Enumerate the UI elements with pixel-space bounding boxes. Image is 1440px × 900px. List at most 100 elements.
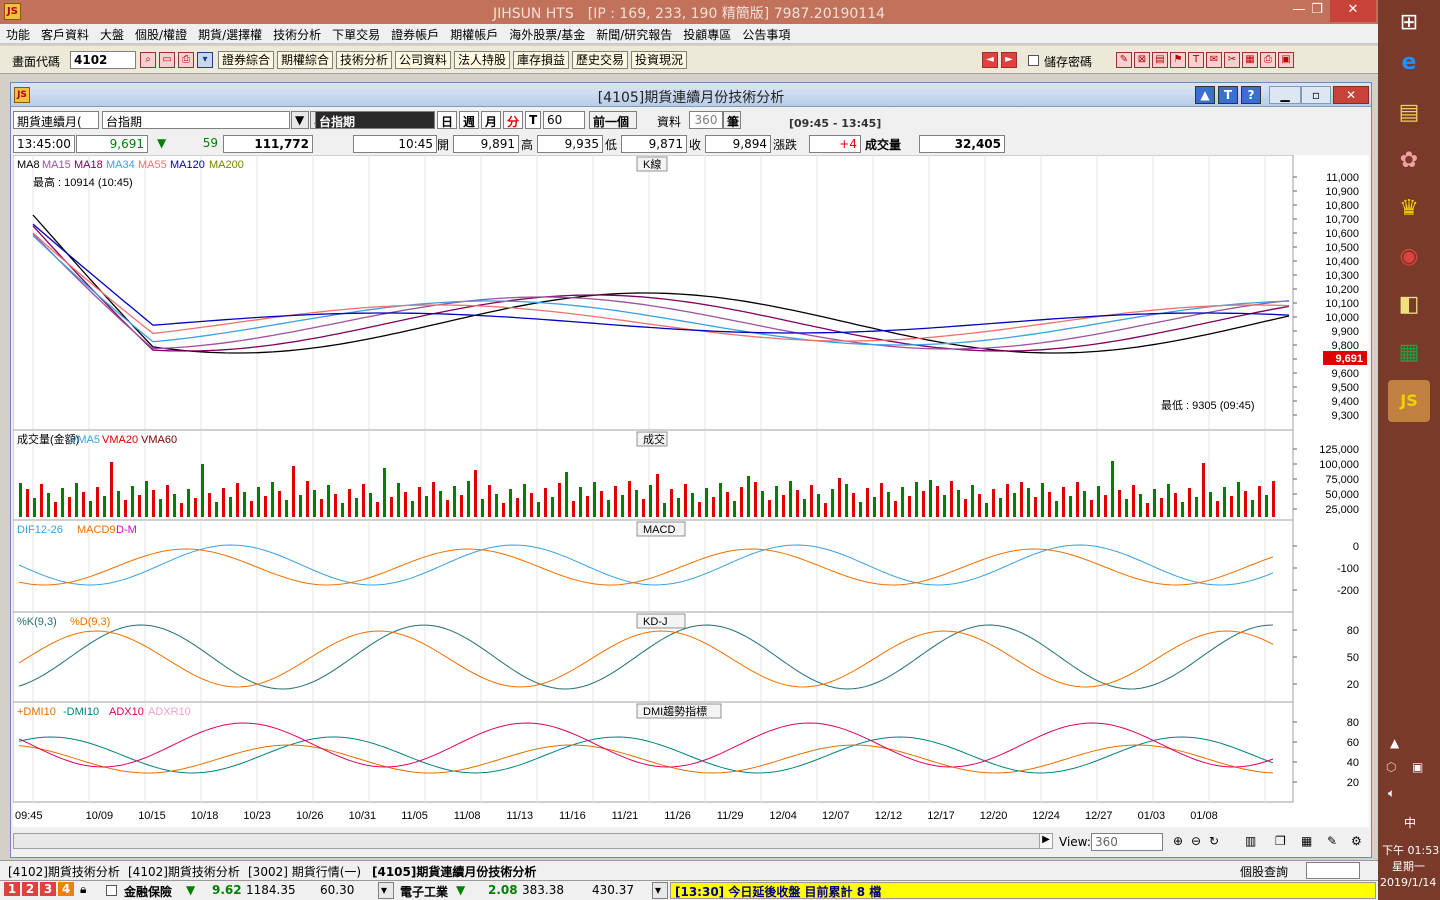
clock-time[interactable]: 下午 01:53: [1382, 844, 1440, 857]
child-close-button[interactable]: ✕: [1333, 86, 1369, 104]
tool-icon[interactable]: ▤: [1152, 52, 1168, 68]
tool-icon[interactable]: ✉: [1206, 52, 1222, 68]
toolbar-button[interactable]: 證券綜合: [218, 51, 275, 69]
technical-chart[interactable]: MA8 MA15 MA18 MA34 MA55 MA120 MA200 K線 11,000 10,…: [12, 154, 1369, 827]
table-icon[interactable]: ▦: [1301, 834, 1313, 848]
period-week-button[interactable]: 週: [459, 111, 479, 129]
lock-icon[interactable]: 🔒︎: [80, 882, 87, 896]
period-day-button[interactable]: 日: [437, 111, 457, 129]
tool-icon[interactable]: ✂: [1224, 52, 1240, 68]
contract-select[interactable]: 期貨連續月(: [13, 111, 99, 129]
zoom-out-icon[interactable]: ⊖: [1191, 834, 1202, 848]
window-icon[interactable]: ▭: [159, 52, 175, 68]
data-count-input[interactable]: 360: [689, 111, 723, 129]
windows-start-icon[interactable]: ⊞: [1399, 10, 1419, 35]
tool-icon[interactable]: ✎: [1116, 52, 1132, 68]
toolbar-button[interactable]: 技術分析: [336, 51, 393, 69]
menu-item[interactable]: 個股/權證: [135, 28, 188, 42]
print-icon[interactable]: ⎙: [178, 52, 194, 68]
sector1-dropdown[interactable]: ▾: [378, 882, 394, 899]
tray-volume-icon[interactable]: 🔈︎: [1388, 786, 1396, 800]
help-button[interactable]: ?: [1241, 86, 1261, 104]
tab-3002[interactable]: [3002] 期貨行情(一): [248, 865, 362, 879]
ie-browser-icon[interactable]: e: [1401, 50, 1417, 75]
toolbar-button[interactable]: 法人持股: [454, 51, 511, 69]
period-minute-button[interactable]: 分: [503, 111, 523, 129]
crown-app-icon[interactable]: ♛: [1399, 196, 1419, 221]
search-icon[interactable]: ⌕: [140, 52, 156, 68]
sector2-dropdown[interactable]: ▾: [652, 882, 668, 899]
text-button[interactable]: T: [1218, 86, 1238, 104]
menu-item[interactable]: 海外股票/基金: [509, 28, 586, 42]
prev-button[interactable]: 前一個: [589, 111, 637, 129]
scroll-right-icon[interactable]: ▶: [1039, 833, 1053, 849]
jihsun-app-icon[interactable]: JS: [1388, 380, 1430, 422]
screen-code-input[interactable]: 4102: [70, 51, 136, 69]
refresh-icon[interactable]: ↻: [1209, 834, 1220, 848]
tray-app-icon[interactable]: ⬡: [1386, 760, 1397, 774]
tab-4105[interactable]: [4105]期貨連續月份技術分析: [372, 865, 537, 879]
stock-query-input[interactable]: [1306, 862, 1360, 879]
menu-item[interactable]: 證券帳戶: [391, 28, 440, 42]
minimize-button[interactable]: —: [1292, 2, 1306, 17]
period-tick-button[interactable]: T: [525, 111, 541, 129]
settings-icon[interactable]: ⚙: [1351, 834, 1362, 848]
index-input[interactable]: 台指期: [102, 111, 290, 129]
ticker-checkbox[interactable]: [106, 885, 117, 896]
tool-icon[interactable]: ▦: [1242, 52, 1258, 68]
chart-scrollbar[interactable]: [13, 833, 1053, 849]
chrome-icon[interactable]: ◉: [1399, 244, 1419, 269]
menu-item[interactable]: 大盤: [100, 28, 125, 42]
minutes-select[interactable]: 60: [543, 111, 585, 129]
notes-app-icon[interactable]: ◧: [1398, 292, 1420, 317]
tab-4102[interactable]: [4102]期貨技術分析: [8, 865, 120, 879]
up-arrow-button[interactable]: ▲: [1195, 86, 1215, 104]
indicator-icon[interactable]: ▥: [1245, 834, 1257, 848]
forward-arrow-icon[interactable]: ►: [1001, 52, 1017, 68]
view-input[interactable]: 360: [1091, 833, 1163, 851]
excel-icon[interactable]: ▦: [1398, 340, 1420, 365]
unit-button[interactable]: 筆: [723, 111, 741, 129]
ime-indicator[interactable]: 中: [1404, 816, 1417, 830]
menu-item[interactable]: 新聞/研究報告: [596, 28, 673, 42]
child-minimize-button[interactable]: ▁: [1269, 86, 1301, 104]
tool-icon[interactable]: T: [1188, 52, 1204, 68]
toolbar-button[interactable]: 投資現況: [631, 51, 688, 69]
menu-item[interactable]: 期貨/選擇權: [198, 28, 263, 42]
maximize-button[interactable]: ❐: [1311, 2, 1323, 17]
close-button[interactable]: ✕: [1330, 0, 1376, 22]
menu-item[interactable]: 客戶資料: [41, 28, 90, 42]
toolbar-button[interactable]: 庫存損益: [513, 51, 570, 69]
save-password-checkbox[interactable]: [1028, 55, 1039, 66]
menu-item[interactable]: 公告事項: [742, 28, 791, 42]
dropdown-arrow-icon[interactable]: ▼: [291, 111, 309, 129]
zoom-in-icon[interactable]: ⊕: [1173, 834, 1184, 848]
paint-icon[interactable]: ✿: [1399, 148, 1419, 173]
menu-item[interactable]: 期權帳戶: [450, 28, 499, 42]
quick-2[interactable]: 2: [22, 882, 38, 896]
copy-icon[interactable]: ❐: [1275, 834, 1286, 848]
tool-icon[interactable]: ⊠: [1134, 52, 1150, 68]
draw-icon[interactable]: ✎: [1327, 834, 1338, 848]
child-restore-button[interactable]: ▫: [1301, 86, 1331, 104]
tool-icon[interactable]: ▣: [1278, 52, 1294, 68]
period-month-button[interactable]: 月: [481, 111, 501, 129]
back-arrow-icon[interactable]: ◄: [982, 52, 998, 68]
news-ticker[interactable]: [13:30] 今日延後收盤 目前累計 8 檔: [670, 882, 1376, 899]
chart-area[interactable]: MA8 MA15 MA18 MA34 MA55 MA120 MA200 K線 11,000 10,…: [12, 154, 1369, 827]
tool-icon[interactable]: ⎙: [1260, 52, 1276, 68]
tab-4102-2[interactable]: [4102]期貨技術分析: [128, 865, 240, 879]
tray-network-icon[interactable]: ▣: [1412, 760, 1424, 774]
toolbar-button[interactable]: 公司資料: [395, 51, 452, 69]
menu-item[interactable]: 功能: [6, 28, 31, 42]
quick-4[interactable]: 4: [58, 882, 74, 896]
tool-icon[interactable]: ⚑: [1170, 52, 1186, 68]
toolbar-button[interactable]: 期權綜合: [277, 51, 334, 69]
quick-3[interactable]: 3: [40, 882, 56, 896]
file-explorer-icon[interactable]: ▤: [1398, 100, 1420, 125]
quick-1[interactable]: 1: [4, 882, 20, 896]
menu-item[interactable]: 技術分析: [273, 28, 322, 42]
menu-item[interactable]: 投顧專區: [683, 28, 732, 42]
dropdown-icon[interactable]: ▾: [197, 52, 213, 68]
menu-item[interactable]: 下單交易: [332, 28, 381, 42]
